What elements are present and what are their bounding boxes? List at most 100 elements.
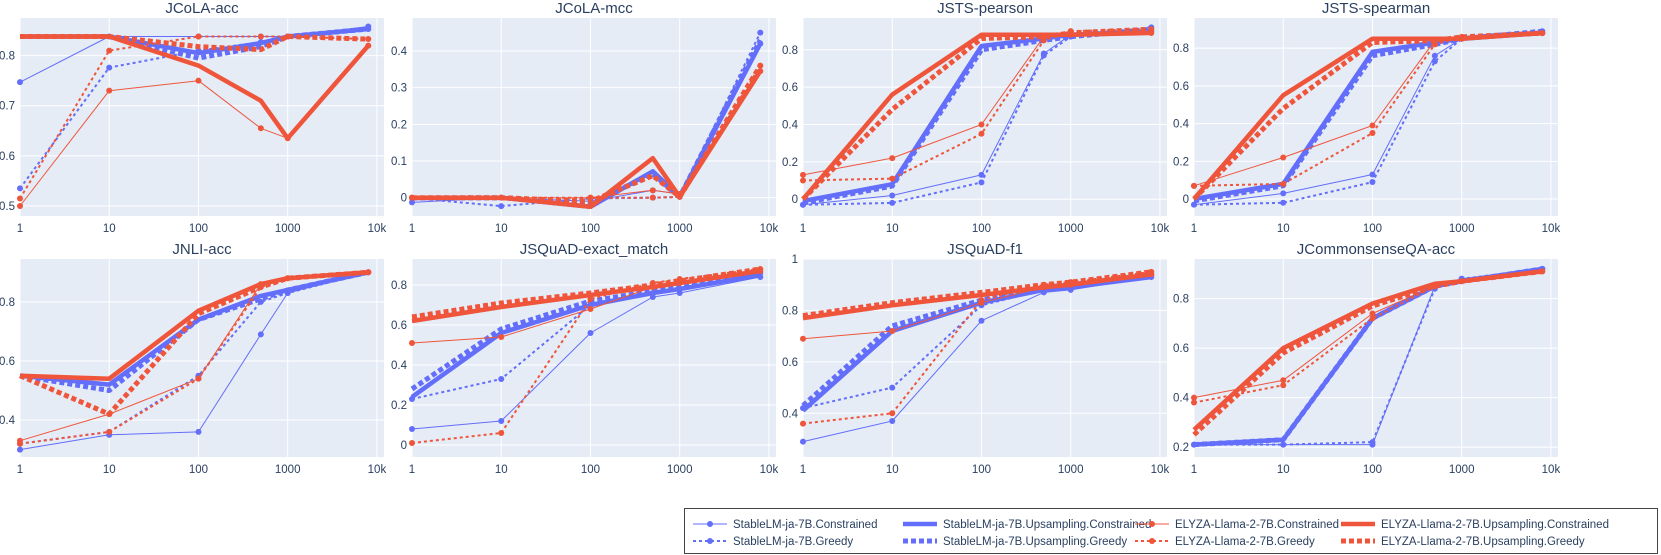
data-point-stablelm-ja-7b-constrained [1369,171,1376,178]
x-tick-label: 1000 [1058,464,1084,476]
x-tick-label: 100 [581,223,600,235]
x-tick-label: 10k [1542,464,1561,476]
y-tick-label: 0.8 [782,45,798,57]
series-line-elyza-llama-2-7b-upsampling-constrained [19,270,369,381]
series-line-stablelm-ja-7b-upsampling-greedy [19,269,369,393]
plot-area [1194,259,1558,457]
data-point-elyza-llama-2-7b-constrained [978,121,985,128]
data-point-elyza-llama-2-7b-greedy [978,130,985,137]
chart-legend: StableLM-ja-7B.Constrained StableLM-ja-7B… [684,508,1658,554]
data-point-elyza-llama-2-7b-constrained [889,155,896,162]
data-point-elyza-llama-2-7b-greedy [195,33,202,40]
legend-item-elyza-llama-2-7b-upsampling-greedy: ELYZA-Llama-2-7B.Upsampling.Greedy [1341,536,1585,548]
data-point-stablelm-ja-7b-greedy [17,185,23,192]
x-tick-label: 10 [495,223,508,235]
data-point-stablelm-ja-7b-constrained [195,428,202,435]
panel-title: JSTS-pearson [937,0,1033,17]
data-point-elyza-llama-2-7b-constrained [1191,394,1197,401]
series-line-elyza-llama-2-7b-upsampling-greedy [412,64,763,204]
series-line-elyza-llama-2-7b-upsampling-constrained [802,272,1152,321]
series-line-elyza-llama-2-7b-greedy [19,35,369,200]
x-tick-label: 10k [760,223,779,235]
x-tick-label: 10 [886,464,899,476]
data-point-elyza-llama-2-7b-constrained [1280,154,1287,161]
x-tick-label: 100 [1363,223,1382,235]
data-point-elyza-llama-2-7b-constrained [498,334,505,340]
series-line-elyza-llama-2-7b-upsampling-constrained [801,30,1152,201]
x-tick-label: 100 [581,464,600,476]
y-tick-label: 0.4 [782,408,799,420]
data-point-elyza-llama-2-7b-constrained [257,125,264,132]
panel-jnli-acc: JNLI-acc 1 10 100 1000 10k 0.4 0.6 0.8 [0,241,386,476]
panel-jcommonsenseqa-acc: JCommonsenseQA-acc 1 10 100 1000 10k 0.2 0.4 0.6… [1173,241,1560,476]
x-tick-label: 10k [1151,464,1170,476]
data-point-stablelm-ja-7b-constrained [409,199,415,206]
panel-title: JSQuAD-f1 [947,241,1023,258]
panel-jsts-spearman: JSTS-spearman 1 10 100 1000 10k 0 0.2 0.4 0.6 0.8 [1173,0,1560,235]
data-point-stablelm-ja-7b-constrained [498,418,505,424]
y-tick-label: 0.8 [391,280,407,292]
panel-jsquad-exact-match: JSQuAD-exact_match 1 10 100 1000 10k 0 0.2 0.4 0.… [391,241,778,476]
data-point-stablelm-ja-7b-constrained [409,426,415,432]
data-point-stablelm-ja-7b-greedy [498,376,505,382]
data-point-elyza-llama-2-7b-greedy [800,177,806,184]
data-point-stablelm-ja-7b-greedy [978,179,985,186]
panel-title: JCoLA-mcc [555,0,633,17]
legend-item-stablelm-ja-7b-upsampling-constrained: StableLM-ja-7B.Upsampling.Constrained [903,519,1151,531]
data-point-elyza-llama-2-7b-constrained [409,340,415,346]
y-tick-label: 0.8 [0,297,15,309]
legend-label: StableLM-ja-7B.Greedy [733,536,853,548]
data-point-elyza-llama-2-7b-greedy [257,33,264,40]
series-line-stablelm-ja-7b-upsampling-constrained [801,274,1152,413]
data-point-stablelm-ja-7b-constrained [978,317,985,324]
y-tick-label: 0.4 [0,415,16,427]
series-line-stablelm-ja-7b-upsampling-greedy [410,270,761,392]
y-tick-label: 0.4 [391,46,408,58]
series-line-elyza-llama-2-7b-upsampling-greedy [411,266,761,320]
data-point-elyza-llama-2-7b-constrained [1280,377,1287,384]
x-tick-label: 1000 [1058,223,1084,235]
legend-item-stablelm-ja-7b-upsampling-greedy: StableLM-ja-7B.Upsampling.Greedy [903,536,1127,548]
y-tick-label: 0 [401,193,407,205]
y-tick-label: 1 [792,254,798,266]
data-point-elyza-llama-2-7b-greedy [1369,130,1376,137]
legend-label: ELYZA-Llama-2-7B.Upsampling.Greedy [1381,536,1585,548]
x-tick-label: 1 [17,464,23,476]
x-tick-label: 10 [1277,223,1290,235]
y-tick-label: 0.5 [0,201,15,213]
y-tick-label: 0.6 [782,82,798,94]
data-point-elyza-llama-2-7b-greedy [1280,180,1287,187]
data-point-elyza-llama-2-7b-greedy [978,297,985,304]
x-tick-label: 1000 [1449,223,1475,235]
data-point-elyza-llama-2-7b-greedy [889,175,896,182]
data-point-elyza-llama-2-7b-greedy [587,296,594,302]
series-line-elyza-llama-2-7b-upsampling-greedy [801,26,1152,201]
data-point-stablelm-ja-7b-constrained [17,79,23,86]
data-point-stablelm-ja-7b-greedy [1369,179,1376,186]
data-point-stablelm-ja-7b-greedy [1040,52,1047,59]
data-point-elyza-llama-2-7b-constrained [587,306,594,312]
legend-marker [1149,521,1155,527]
y-tick-label: 0.2 [1173,442,1189,454]
series-line-elyza-llama-2-7b-upsampling-greedy [20,34,369,53]
x-tick-label: 10 [886,223,899,235]
data-point-elyza-llama-2-7b-constrained [17,202,23,209]
series-line-stablelm-ja-7b-upsampling-greedy [1193,266,1543,448]
y-tick-label: 0.6 [782,357,798,369]
series-line-elyza-llama-2-7b-upsampling-greedy [1192,268,1543,437]
y-tick-label: 0.2 [782,157,798,169]
series-line-elyza-llama-2-7b-upsampling-greedy [1192,30,1543,201]
x-tick-label: 1 [1191,464,1197,476]
series-line-elyza-llama-2-7b-upsampling-greedy [19,269,369,417]
panel-title: JNLI-acc [172,241,232,258]
data-point-stablelm-ja-7b-greedy [1431,58,1438,65]
data-point-stablelm-ja-7b-greedy [889,384,896,391]
data-point-elyza-llama-2-7b-constrained [195,77,202,84]
data-point-stablelm-ja-7b-greedy [889,199,896,206]
x-tick-label: 100 [972,223,991,235]
x-tick-label: 1 [409,464,415,476]
legend-marker [707,521,713,527]
y-tick-label: 0.2 [391,400,407,412]
y-tick-label: 0.8 [1173,43,1189,55]
